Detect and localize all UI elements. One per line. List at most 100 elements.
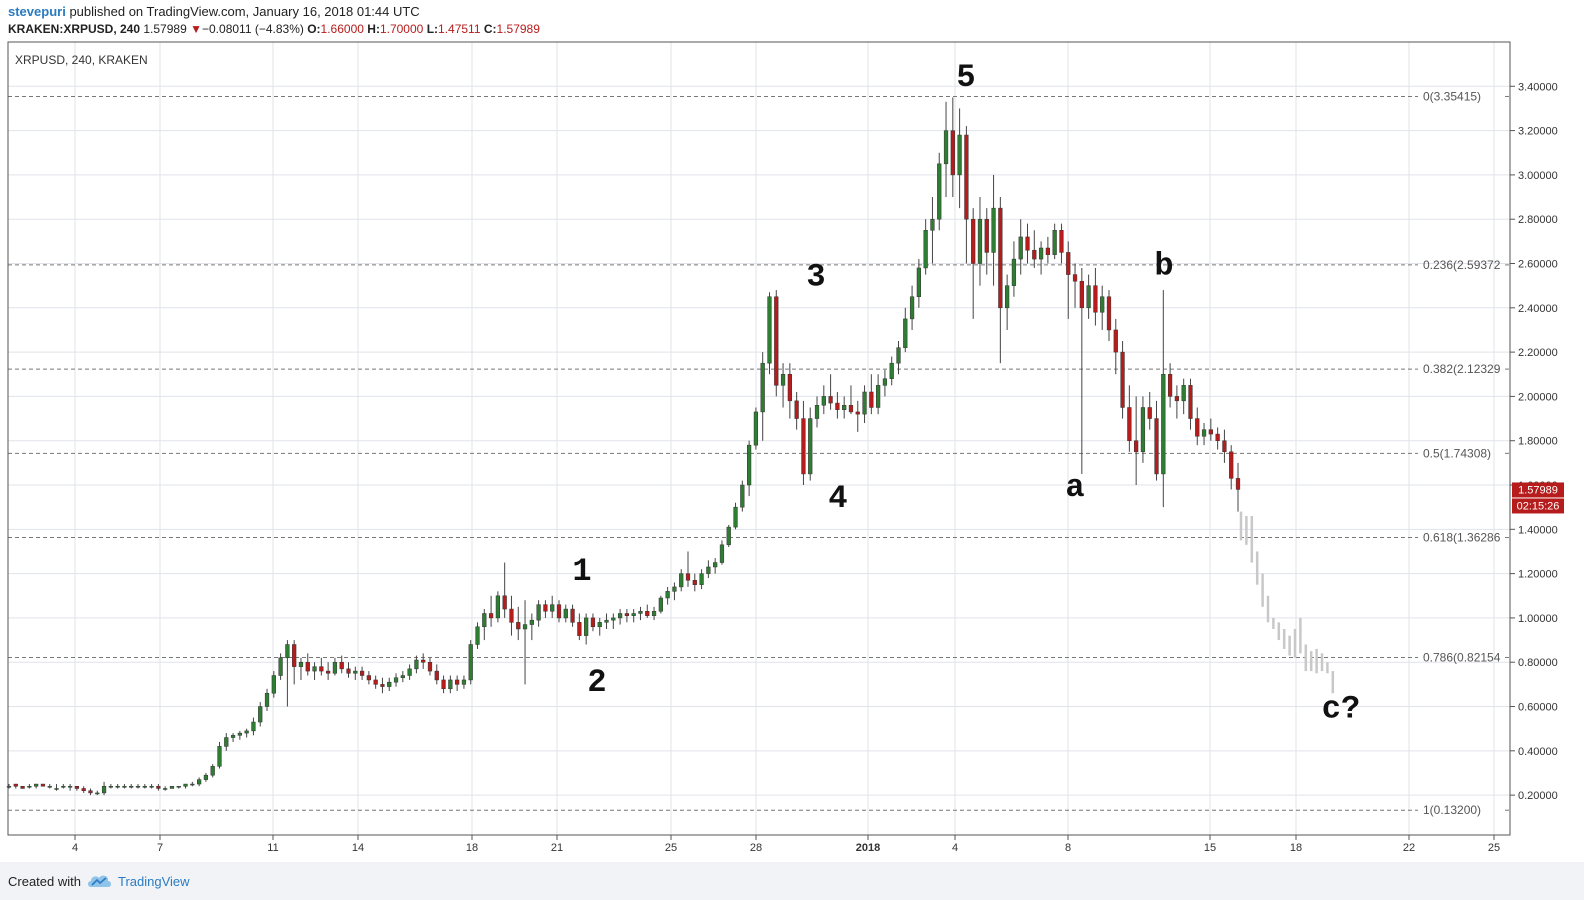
candle-body: [821, 396, 826, 406]
candle-body: [190, 783, 195, 786]
candle-body: [285, 644, 290, 659]
candle-body: [34, 783, 39, 787]
candle-body: [1201, 429, 1207, 437]
candle-body: [1167, 374, 1173, 397]
fib-level-label: 0.382(2.12329: [1423, 362, 1501, 376]
candle-body: [61, 786, 66, 788]
open-label: O:: [307, 22, 321, 36]
fib-level-label: 0.786(0.82154: [1423, 650, 1501, 664]
time-axis[interactable]: 4 7 11 14 18 21 25 28 2018 4 8 15 18 22 25: [72, 835, 1500, 854]
publish-info: published on TradingView.com, January 16…: [69, 4, 420, 19]
candle-body: [719, 544, 725, 563]
candle-body: [1032, 249, 1037, 260]
candle-body: [1052, 230, 1057, 255]
candle-body: [692, 580, 697, 585]
candle-body: [1100, 296, 1105, 313]
candle-body: [536, 604, 541, 621]
x-tick-label: 21: [551, 842, 563, 854]
candle-body: [794, 400, 799, 419]
price-change: −0.08011 (−4.83%): [202, 22, 304, 36]
x-tick-label: 7: [157, 842, 163, 854]
low-label: L:: [426, 22, 439, 36]
candle-body: [1072, 274, 1078, 282]
x-tick-label: 22: [1403, 842, 1415, 854]
tradingview-link[interactable]: TradingView: [118, 874, 190, 889]
candle-body: [122, 786, 127, 788]
candle-body: [957, 134, 962, 176]
last-price-tag-label: 1.57989: [1518, 484, 1558, 496]
candle-body: [1127, 407, 1132, 441]
candle-body: [1059, 230, 1064, 253]
price-axis[interactable]: 0.20000 0.40000 0.60000 0.80000 1.00000 1.200…: [1510, 81, 1558, 802]
candle-body: [339, 661, 344, 670]
candle-body: [217, 746, 222, 767]
candle-body: [468, 644, 473, 681]
footer: Created with TradingView: [0, 862, 1584, 900]
candle-body: [651, 611, 657, 616]
candle-body: [977, 218, 983, 264]
candle-body: [984, 218, 989, 253]
candle-body: [909, 296, 915, 320]
y-tick-label: 3.20000: [1518, 126, 1558, 138]
open-value: 1.66000: [320, 22, 364, 36]
candle-body: [848, 405, 854, 413]
candle-body: [1181, 385, 1186, 402]
x-tick-label: 11: [267, 842, 278, 854]
candle-body: [563, 608, 568, 619]
candle-body: [916, 267, 921, 297]
candle-body: [645, 611, 650, 616]
candle-body: [224, 737, 229, 747]
candle-body: [346, 668, 351, 674]
candle-body: [488, 613, 494, 619]
candle-body: [1093, 285, 1098, 313]
candle-body: [617, 613, 623, 619]
candle-body: [1195, 418, 1200, 437]
candle-body: [1120, 351, 1125, 408]
candle-body: [624, 613, 630, 616]
candle-body: [292, 644, 297, 667]
y-tick-label: 0.40000: [1518, 746, 1558, 758]
y-tick-label: 3.00000: [1518, 170, 1558, 182]
candle-body: [753, 411, 759, 446]
candle-body: [577, 622, 582, 636]
candle-body: [244, 730, 249, 734]
candle-body: [713, 562, 718, 568]
candle-body: [597, 622, 602, 628]
candle-body: [1086, 285, 1091, 309]
candle-body: [129, 786, 134, 788]
bar-timer-tag-label: 02:15:26: [1517, 500, 1560, 512]
fib-level-label: 0.236(2.59372: [1423, 258, 1501, 272]
candle-body: [529, 619, 534, 625]
candle-body: [590, 617, 596, 628]
candle-body: [414, 659, 419, 670]
candle-body: [380, 684, 385, 687]
candle-body: [516, 622, 521, 630]
candle-body: [556, 604, 562, 619]
x-tick-label: 25: [665, 842, 677, 854]
wave-label: a: [1065, 469, 1084, 506]
y-tick-label: 3.40000: [1518, 81, 1558, 93]
author-link[interactable]: stevepuri: [8, 4, 66, 19]
candle-body: [543, 604, 548, 612]
chart-frame: [7, 41, 1511, 836]
low-value: 1.47511: [438, 22, 481, 36]
candle-body: [448, 679, 453, 690]
candles: [6, 97, 1241, 796]
candle-body: [359, 670, 365, 676]
candle-body: [421, 659, 426, 663]
created-with-text: Created with: [8, 874, 81, 889]
candle-body: [937, 163, 942, 220]
price-chart[interactable]: 0(3.35415) 0.236(2.59372 0.382(2.12329 0.5(…: [0, 0, 1584, 862]
x-tick-label: 4: [72, 842, 78, 854]
chart-header: stevepuri published on TradingView.com, …: [0, 0, 1584, 42]
candle-body: [142, 786, 147, 788]
candle-body: [387, 681, 392, 687]
y-tick-label: 0.80000: [1518, 657, 1558, 669]
candle-body: [149, 786, 154, 788]
x-tick-label: 18: [466, 842, 478, 854]
candle-body: [1106, 296, 1112, 331]
candle-body: [998, 207, 1003, 309]
fib-level-label: 0.5(1.74308): [1423, 446, 1491, 460]
candle-body: [40, 783, 46, 787]
candle-body: [943, 130, 949, 165]
